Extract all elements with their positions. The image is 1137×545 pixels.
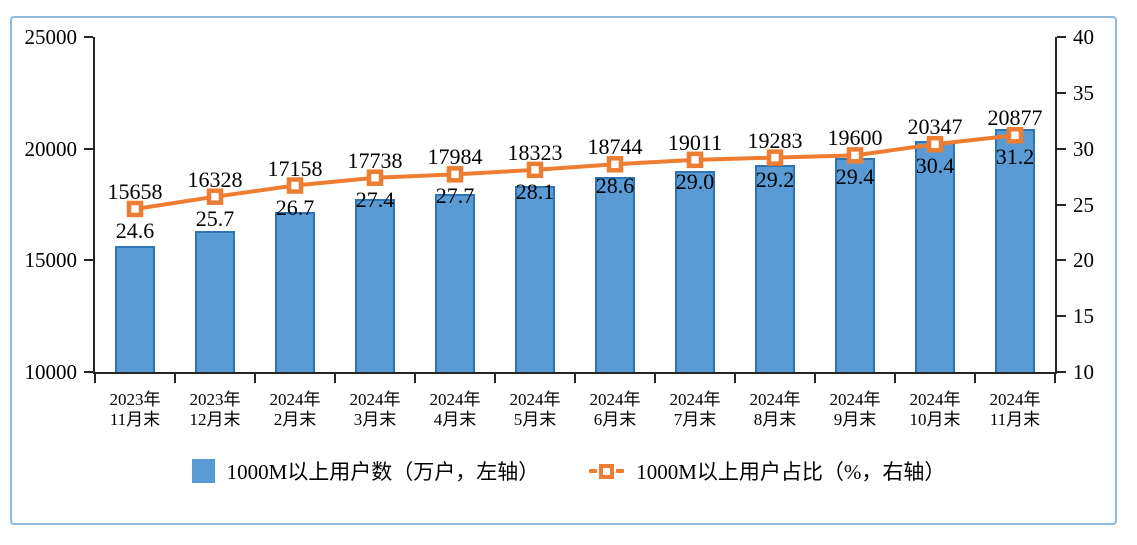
line-value-label: 26.7 <box>275 194 315 220</box>
y-axis-right-tick <box>1057 147 1066 150</box>
y-axis-left-tick <box>84 147 93 150</box>
line-value-label: 29.4 <box>835 164 875 190</box>
line-value-label: 24.6 <box>115 217 155 243</box>
y-axis-right-tick <box>1057 36 1066 38</box>
legend-bar-label: 1000M以上用户数（万户，左轴） <box>226 460 540 484</box>
line-value-label: 29.0 <box>675 168 715 194</box>
bar-value-label: 16328 <box>187 166 243 192</box>
x-axis-tick <box>734 374 736 383</box>
legend-item-line-series: 1000M以上用户占比（%，右轴） <box>589 456 945 486</box>
x-axis-tick <box>334 374 336 383</box>
x-axis-tick <box>94 374 96 383</box>
line-value-label: 30.4 <box>915 153 955 179</box>
y-axis-left-tick <box>84 371 93 373</box>
bar-value-label: 18323 <box>507 139 563 165</box>
y-axis-right-tick <box>1057 371 1066 373</box>
x-axis-category-label: 2024年 5月末 <box>509 390 561 429</box>
line-value-label: 29.2 <box>755 166 795 192</box>
bar <box>115 245 155 372</box>
line-value-label: 31.2 <box>995 144 1035 170</box>
x-axis-category-label: 2024年 8月末 <box>749 390 801 429</box>
x-axis-category-label: 2024年 10月末 <box>909 390 961 429</box>
bar <box>595 176 635 372</box>
x-axis <box>93 372 1057 374</box>
bar <box>275 212 315 372</box>
x-axis-tick <box>254 374 256 383</box>
y-axis-right-tick <box>1057 315 1066 318</box>
x-axis-tick <box>494 374 496 383</box>
y-axis-right-tick-label: 25 <box>1073 192 1094 217</box>
x-axis-tick <box>414 374 416 383</box>
bar-series-swatch-icon <box>191 459 215 483</box>
legend-item-bar-series: 1000M以上用户数（万户，左轴） <box>191 456 540 486</box>
line-value-label: 25.7 <box>195 205 235 231</box>
x-axis-category-label: 2023年 11月末 <box>109 390 161 429</box>
bar <box>755 164 795 372</box>
x-axis-tick <box>1054 374 1056 383</box>
bar-value-label: 18744 <box>587 134 643 160</box>
x-axis-category-label: 2023年 12月末 <box>189 390 241 429</box>
y-axis-right-tick-label: 15 <box>1073 304 1094 329</box>
bar <box>675 170 715 372</box>
x-axis-category-label: 2024年 3月末 <box>349 390 401 429</box>
bar-value-label: 19283 <box>747 127 803 153</box>
x-axis-category-label: 2024年 2月末 <box>269 390 321 429</box>
bar-value-label: 17738 <box>347 147 403 173</box>
line-value-label: 27.7 <box>435 183 475 209</box>
y-axis-right-tick-label: 40 <box>1073 25 1094 49</box>
bar <box>195 230 235 372</box>
y-axis-right-tick <box>1057 203 1066 206</box>
bar-value-label: 17984 <box>427 144 483 170</box>
y-axis-left-tick-label: 25000 <box>24 25 78 49</box>
y-axis-right-tick-label: 35 <box>1073 80 1094 105</box>
x-axis-category-label: 2024年 7月末 <box>669 390 721 429</box>
x-axis-tick <box>894 374 896 383</box>
legend-line-label: 1000M以上用户占比（%，右轴） <box>636 460 946 484</box>
y-axis-right-tick <box>1057 91 1066 94</box>
bar-value-label: 17158 <box>267 155 323 181</box>
x-axis-category-label: 2024年 6月末 <box>589 390 641 429</box>
bar-value-label: 19600 <box>827 125 883 151</box>
y-axis-left-tick <box>84 36 93 38</box>
bar-value-label: 15658 <box>107 178 163 204</box>
x-axis-category-label: 2024年 9月末 <box>829 390 881 429</box>
line-value-label: 28.6 <box>595 173 635 199</box>
line-series-marker-icon <box>589 463 625 479</box>
line-value-label: 28.1 <box>515 178 555 204</box>
y-axis-left-tick <box>84 259 93 262</box>
bar-value-label: 20877 <box>987 105 1043 131</box>
x-axis-tick <box>654 374 656 383</box>
y-axis-right-tick-label: 20 <box>1073 248 1094 273</box>
legend: 1000M以上用户数（万户，左轴） 1000M以上用户占比（%，右轴） <box>0 456 1137 486</box>
x-axis-tick <box>174 374 176 383</box>
bar <box>835 157 875 372</box>
y-axis-right-tick-label: 10 <box>1073 360 1094 384</box>
x-axis-category-label: 2024年 4月末 <box>429 390 481 429</box>
bar <box>355 199 395 372</box>
y-axis-right <box>1055 37 1057 374</box>
y-axis-left-tick-label: 20000 <box>24 136 78 161</box>
bar <box>515 186 555 372</box>
y-axis-right-tick <box>1057 259 1066 262</box>
x-axis-tick <box>574 374 576 383</box>
y-axis-left-tick-label: 15000 <box>24 248 78 273</box>
bar <box>435 193 475 372</box>
y-axis-left <box>93 37 95 374</box>
bar-value-label: 20347 <box>907 114 963 140</box>
y-axis-left-tick-label: 10000 <box>24 360 78 384</box>
x-axis-tick <box>974 374 976 383</box>
y-axis-right-tick-label: 30 <box>1073 136 1094 161</box>
bar-value-label: 19011 <box>667 129 723 155</box>
x-axis-tick <box>814 374 816 383</box>
line-value-label: 27.4 <box>355 186 395 212</box>
x-axis-category-label: 2024年 11月末 <box>989 390 1041 429</box>
